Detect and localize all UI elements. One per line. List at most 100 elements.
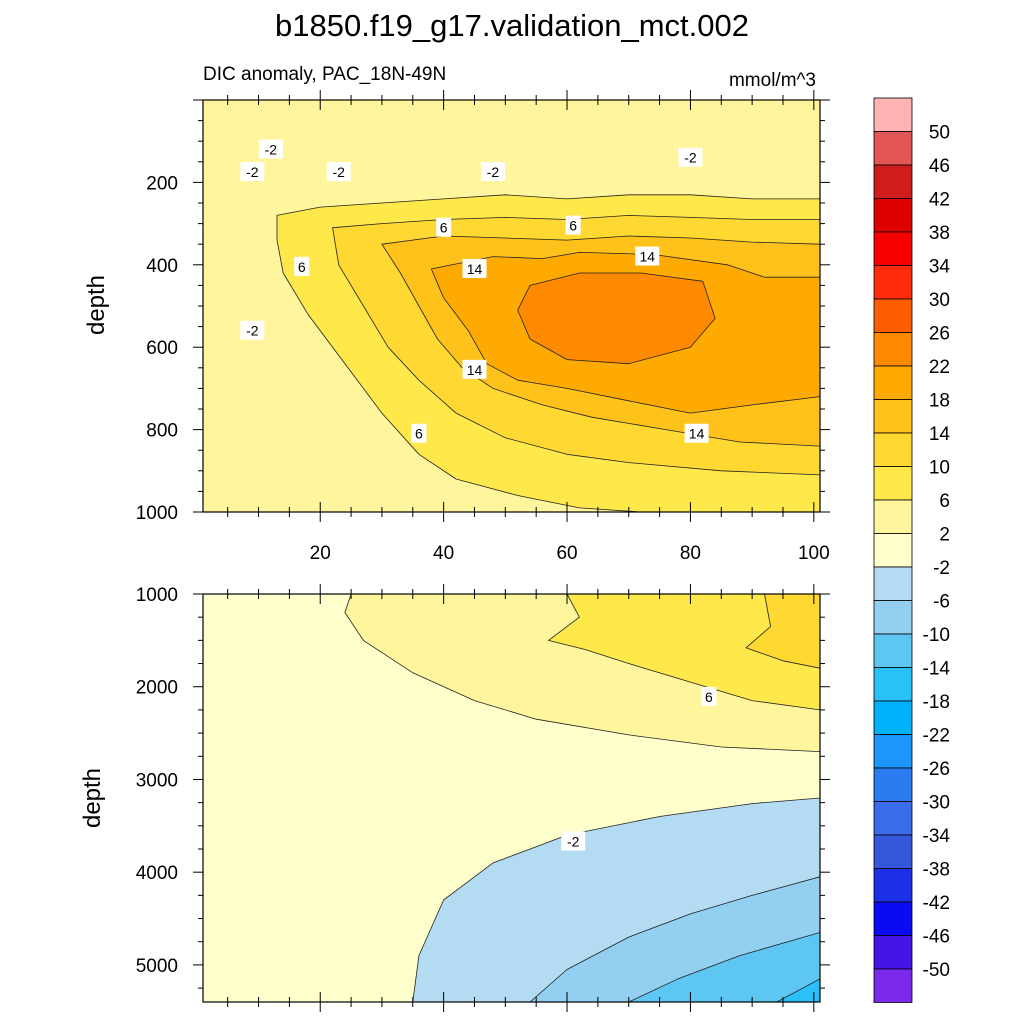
figure-title: b1850.f19_g17.validation_mct.002 [275, 8, 749, 43]
contour-label: 14 [462, 258, 487, 278]
colorbar-swatch [873, 566, 913, 601]
top-subtitle-left: DIC anomaly, PAC_18N-49N [203, 64, 446, 85]
x-tick-label: 40 [433, 543, 454, 564]
top-contour-panel: -2 -2 -2 -2 -2 -2 6 6 6 6 14 14 14 14 20 40 60 80 100 200 40… [136, 90, 830, 564]
colorbar-label: 2 [939, 525, 950, 546]
y-tick-label: 3000 [136, 770, 178, 791]
colorbar-swatch [873, 466, 913, 501]
colorbar-label: 18 [929, 391, 950, 412]
contour-region [628, 932, 820, 1002]
colorbar-swatch [873, 700, 913, 735]
colorbar-legend: 50 46 42 38 34 30 26 22 18 14 10 6 2 -2 -6 -10 -14 -18 -22… [873, 97, 951, 1003]
colorbar-swatch [873, 633, 913, 668]
colorbar-label: -42 [923, 893, 950, 914]
colorbar-label: 6 [939, 491, 950, 512]
svg-text:-2: -2 [567, 834, 580, 850]
colorbar-label: -22 [923, 726, 950, 747]
contour-label: 6 [565, 215, 581, 235]
colorbar-label: 26 [929, 324, 950, 345]
colorbar-swatch [873, 667, 913, 702]
contour-label: 6 [294, 256, 310, 276]
colorbar-label: 38 [929, 223, 950, 244]
contour-label: -2 [480, 162, 505, 182]
y-tick-label: 4000 [136, 863, 178, 884]
colorbar-swatch [873, 365, 913, 400]
colorbar-label: -38 [923, 860, 950, 881]
contour-label: 14 [462, 359, 487, 379]
svg-text:6: 6 [569, 218, 577, 234]
colorbar-label: -46 [923, 927, 950, 948]
y-tick-label: 200 [146, 173, 178, 194]
colorbar-label: 22 [929, 357, 950, 378]
contour-label: 6 [411, 423, 427, 443]
colorbar-label: 14 [929, 424, 951, 445]
y-tick-label: 5000 [136, 956, 178, 977]
contour-region [548, 594, 820, 711]
colorbar-label: -14 [923, 659, 951, 680]
svg-text:6: 6 [415, 426, 423, 442]
colorbar-swatch [873, 901, 913, 936]
svg-text:-2: -2 [333, 164, 346, 180]
colorbar-label: 42 [929, 190, 950, 211]
colorbar-swatch [873, 131, 913, 166]
x-tick-label: 60 [556, 543, 577, 564]
contour-label: -2 [240, 320, 265, 340]
svg-text:-2: -2 [246, 164, 259, 180]
contour-region [517, 272, 716, 365]
y-tick-label: 800 [146, 421, 178, 442]
colorbar-swatch [873, 834, 913, 869]
svg-text:6: 6 [440, 220, 448, 236]
colorbar-swatch [873, 231, 913, 266]
colorbar-label: -6 [933, 592, 950, 613]
x-tick-label: 100 [798, 543, 830, 564]
bottom-contour-panel: 6 -2 1000 2000 3000 4000 5000 [136, 584, 830, 1012]
top-y-axis-label: depth [83, 275, 110, 335]
colorbar-swatch [873, 935, 913, 970]
colorbar-label: -34 [923, 826, 951, 847]
colorbar-swatch [873, 265, 913, 300]
colorbar-label: -18 [923, 692, 950, 713]
y-tick-label: 2000 [136, 678, 178, 699]
svg-text:6: 6 [298, 259, 306, 275]
colorbar-swatch [873, 164, 913, 199]
contour-label: -2 [561, 831, 586, 851]
colorbar-label: -30 [923, 793, 950, 814]
contour-label: 14 [684, 423, 709, 443]
svg-text:14: 14 [639, 249, 655, 265]
colorbar-swatch [873, 734, 913, 769]
y-tick-label: 400 [146, 256, 178, 277]
colorbar-swatch [873, 332, 913, 367]
contour-label: 6 [436, 217, 452, 237]
colorbar-label: 10 [929, 458, 950, 479]
colorbar-swatch [873, 600, 913, 635]
contour-label: 14 [635, 246, 660, 266]
colorbar-swatch [873, 198, 913, 233]
contour-label: -2 [678, 147, 703, 167]
top-units-label: mmol/m^3 [729, 70, 816, 91]
svg-text:-2: -2 [265, 141, 278, 157]
colorbar-swatch [873, 767, 913, 802]
colorbar-swatch [873, 499, 913, 534]
colorbar-label: -50 [923, 960, 950, 981]
x-tick-label: 80 [680, 543, 701, 564]
svg-text:14: 14 [689, 426, 705, 442]
svg-text:-2: -2 [246, 323, 259, 339]
colorbar-swatch [873, 968, 913, 1003]
contour-region [745, 594, 820, 669]
contour-label: -2 [326, 162, 351, 182]
contour-label: 6 [701, 686, 717, 706]
colorbar-swatch [873, 399, 913, 434]
colorbar-swatch [873, 868, 913, 903]
svg-text:14: 14 [467, 261, 483, 277]
svg-text:14: 14 [467, 362, 483, 378]
contour-region [776, 978, 820, 1002]
svg-text:-2: -2 [487, 164, 500, 180]
colorbar-label: 34 [929, 257, 951, 278]
colorbar-label: -2 [933, 558, 950, 579]
colorbar-label: 46 [929, 156, 950, 177]
colorbar-swatch [873, 533, 913, 568]
y-tick-label: 1000 [136, 503, 178, 524]
x-tick-label: 20 [310, 543, 331, 564]
colorbar-swatch [873, 432, 913, 467]
